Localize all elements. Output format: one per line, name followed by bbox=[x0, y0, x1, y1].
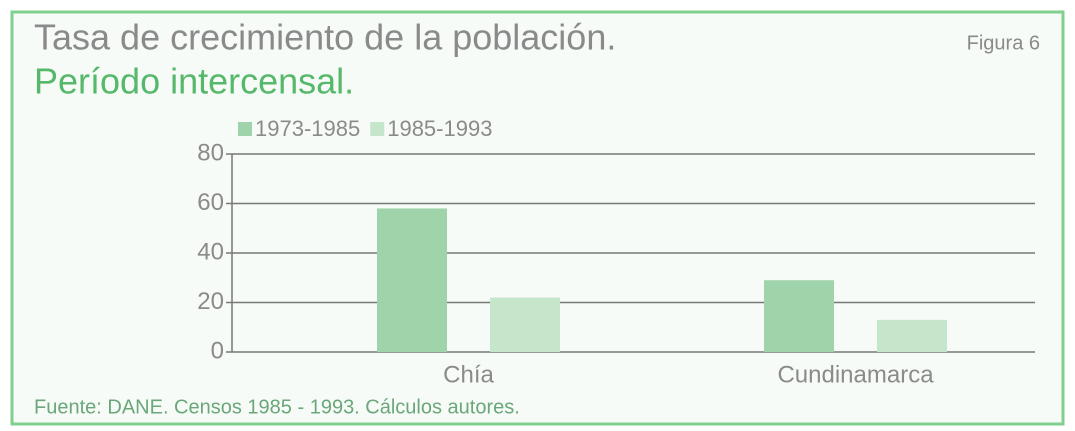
legend-label: 1973-1985 bbox=[255, 116, 360, 141]
x-tick-label: Cundinamarca bbox=[777, 361, 934, 388]
chart-subtitle: Período intercensal. bbox=[34, 61, 354, 102]
legend-label: 1985-1993 bbox=[387, 116, 492, 141]
bar bbox=[877, 319, 947, 352]
chart-title: Tasa de crecimiento de la población. bbox=[34, 17, 616, 58]
legend-swatch bbox=[238, 122, 252, 136]
y-tick-label: 20 bbox=[197, 288, 224, 315]
y-tick-label: 80 bbox=[197, 139, 224, 166]
bar bbox=[490, 297, 560, 352]
bar bbox=[764, 280, 834, 352]
source-note: Fuente: DANE. Censos 1985 - 1993. Cálcul… bbox=[34, 396, 520, 418]
y-tick-label: 40 bbox=[197, 238, 224, 265]
legend-swatch bbox=[370, 122, 385, 136]
y-tick-label: 0 bbox=[211, 337, 224, 364]
frame bbox=[10, 10, 1065, 426]
bar bbox=[377, 208, 447, 352]
figure-label: Figura 6 bbox=[967, 32, 1040, 54]
x-tick-label: Chía bbox=[443, 361, 494, 388]
y-tick-label: 60 bbox=[197, 189, 224, 216]
